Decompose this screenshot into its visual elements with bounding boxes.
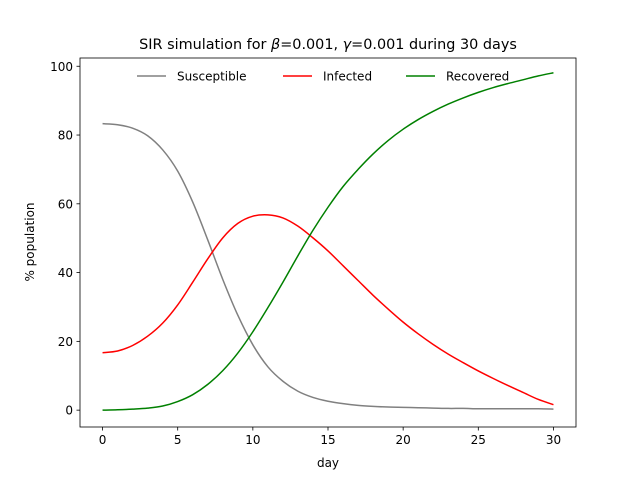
series-line-infected bbox=[102, 213, 554, 406]
legend-label-susceptible: Susceptible bbox=[177, 70, 246, 84]
x-tick-label: 15 bbox=[320, 433, 335, 447]
chart-title: SIR simulation for β=0.001, γ=0.001 duri… bbox=[139, 37, 517, 53]
series-lines bbox=[102, 72, 554, 411]
y-tick-label: 60 bbox=[58, 197, 73, 211]
x-axis: 0 5 10 15 20 25 30 bbox=[99, 427, 561, 447]
x-axis-label: day bbox=[317, 456, 339, 470]
x-tick-label: 5 bbox=[174, 433, 182, 447]
x-tick-label: 10 bbox=[245, 433, 260, 447]
legend: Susceptible Infected Recovered bbox=[137, 70, 509, 84]
y-tick-label: 0 bbox=[65, 404, 73, 418]
gamma-symbol: γ bbox=[343, 37, 353, 53]
plot-area bbox=[79, 57, 577, 428]
y-tick-label: 80 bbox=[58, 129, 73, 143]
legend-label-recovered: Recovered bbox=[446, 70, 509, 84]
y-tick-label: 20 bbox=[58, 335, 73, 349]
y-axis: 0 20 40 60 80 100 bbox=[50, 60, 80, 418]
x-tick-label: 25 bbox=[471, 433, 486, 447]
x-tick-label: 0 bbox=[99, 433, 107, 447]
beta-symbol: β bbox=[270, 37, 280, 53]
series-line-recovered bbox=[102, 72, 554, 411]
y-axis-label: % population bbox=[23, 202, 37, 281]
y-tick-label: 40 bbox=[58, 266, 73, 280]
y-tick-label: 100 bbox=[50, 60, 73, 74]
legend-label-infected: Infected bbox=[323, 70, 372, 84]
x-tick-label: 30 bbox=[546, 433, 561, 447]
x-tick-label: 20 bbox=[396, 433, 411, 447]
series-line-susceptible bbox=[102, 122, 554, 410]
